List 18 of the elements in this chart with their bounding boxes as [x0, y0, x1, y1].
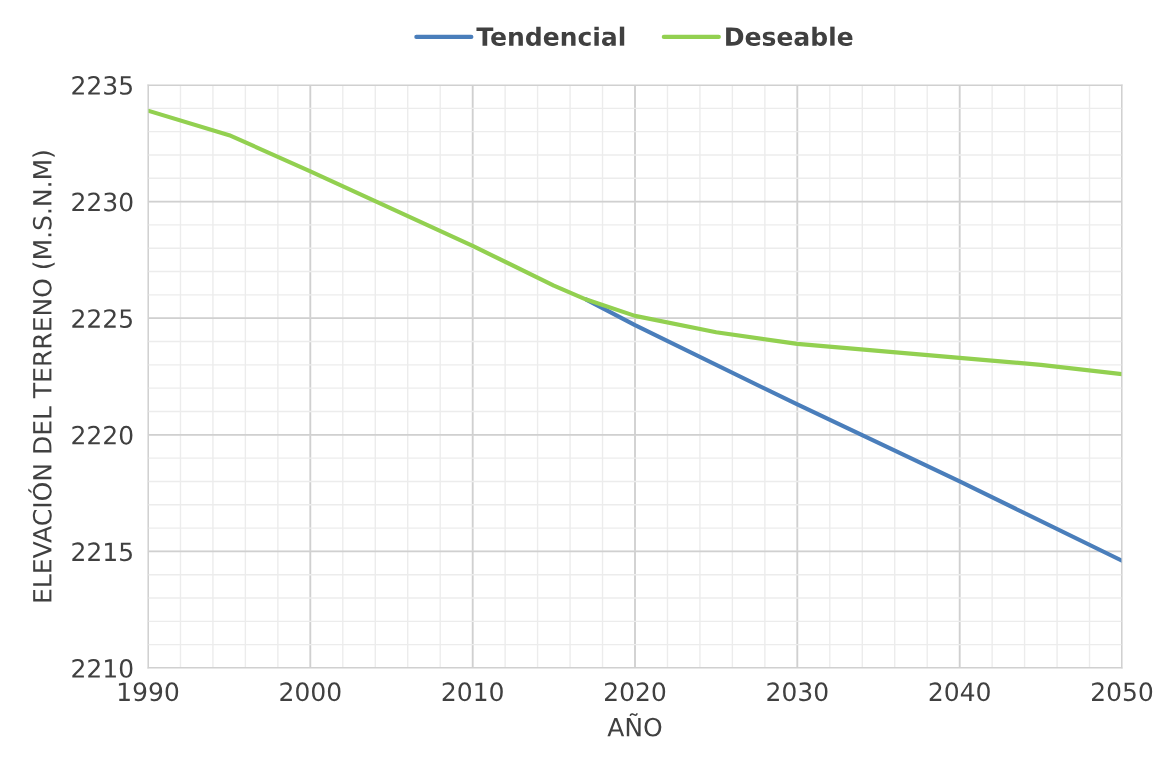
y-tick-label: 2215: [72, 542, 132, 562]
y-tick-label: 2230: [72, 192, 133, 212]
x-tick-label: 2030: [767, 682, 828, 702]
y-tick-label: 2210: [72, 658, 133, 678]
y-tick-label: 2235: [72, 75, 132, 95]
x-tick-label: 2020: [605, 682, 666, 702]
x-axis-title: AÑO: [607, 713, 662, 737]
y-axis-title: ELEVACIÓN DEL TERRENO (M.S.N.M): [28, 151, 55, 602]
x-tick-label: 1990: [118, 682, 179, 702]
legend-label: Deseable: [726, 26, 853, 46]
x-tick-label: 2050: [1092, 682, 1153, 702]
x-tick-label: 2010: [442, 682, 503, 702]
y-tick-label: 2220: [72, 425, 133, 445]
x-tick-label: 2000: [280, 682, 341, 702]
y-tick-label: 2225: [72, 309, 132, 329]
x-tick-label: 2040: [929, 682, 990, 702]
legend-label: Tendencial: [476, 26, 625, 46]
line-series: [148, 108, 1122, 377]
